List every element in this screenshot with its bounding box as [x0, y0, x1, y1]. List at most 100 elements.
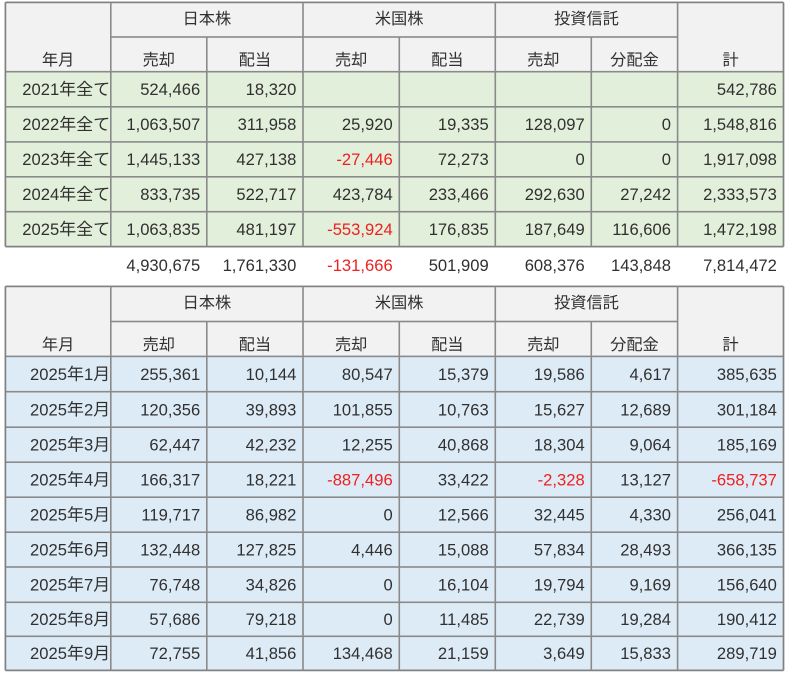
svg-text:1,761,330: 1,761,330	[223, 256, 297, 275]
svg-text:1,063,507: 1,063,507	[126, 115, 200, 134]
svg-text:128,097: 128,097	[525, 115, 585, 134]
svg-text:187,649: 187,649	[525, 220, 585, 239]
svg-text:9,169: 9,169	[629, 575, 671, 594]
svg-text:15,088: 15,088	[438, 540, 489, 559]
svg-text:1,548,816: 1,548,816	[703, 115, 777, 134]
svg-text:608,376: 608,376	[525, 256, 585, 275]
svg-text:423,784: 423,784	[333, 185, 393, 204]
svg-text:12,689: 12,689	[620, 400, 671, 419]
svg-text:1,445,133: 1,445,133	[126, 150, 200, 169]
svg-text:6: 6	[84, 540, 93, 559]
svg-text:86,982: 86,982	[246, 506, 297, 525]
svg-text:12,566: 12,566	[438, 506, 489, 525]
svg-text:2025: 2025	[30, 575, 67, 594]
svg-text:2025: 2025	[30, 610, 67, 629]
svg-text:1,472,198: 1,472,198	[703, 220, 777, 239]
svg-text:57,686: 57,686	[149, 610, 200, 629]
svg-text:7,814,472: 7,814,472	[703, 256, 777, 275]
svg-text:72,755: 72,755	[149, 644, 200, 663]
svg-text:0: 0	[383, 506, 392, 525]
svg-text:10,144: 10,144	[246, 365, 297, 384]
svg-text:11,485: 11,485	[439, 610, 489, 629]
svg-text:-27,446: -27,446	[336, 150, 392, 169]
svg-text:366,135: 366,135	[717, 540, 777, 559]
svg-text:40,868: 40,868	[438, 436, 489, 455]
svg-text:156,640: 156,640	[717, 575, 777, 594]
svg-text:4,930,675: 4,930,675	[126, 256, 200, 275]
svg-text:12,255: 12,255	[342, 436, 393, 455]
svg-text:18,304: 18,304	[534, 436, 585, 455]
svg-text:2025: 2025	[30, 644, 67, 663]
svg-text:2,333,573: 2,333,573	[703, 185, 777, 204]
svg-text:-2,328: -2,328	[538, 471, 585, 490]
svg-text:185,169: 185,169	[717, 436, 777, 455]
svg-text:15,833: 15,833	[620, 644, 671, 663]
svg-text:522,717: 522,717	[236, 185, 296, 204]
svg-text:190,412: 190,412	[717, 610, 777, 629]
svg-text:0: 0	[662, 115, 671, 134]
svg-text:501,909: 501,909	[429, 256, 489, 275]
svg-text:2025: 2025	[30, 540, 67, 559]
svg-text:25,920: 25,920	[342, 115, 393, 134]
svg-text:166,317: 166,317	[140, 471, 200, 490]
svg-text:134,468: 134,468	[333, 644, 393, 663]
svg-text:62,447: 62,447	[149, 436, 200, 455]
svg-text:233,466: 233,466	[429, 185, 489, 204]
svg-text:19,335: 19,335	[438, 115, 489, 134]
svg-text:34,826: 34,826	[246, 575, 297, 594]
svg-text:4: 4	[84, 471, 93, 490]
svg-text:120,356: 120,356	[140, 400, 200, 419]
svg-text:-131,666: -131,666	[327, 256, 393, 275]
svg-text:2023: 2023	[22, 150, 59, 169]
svg-text:127,825: 127,825	[236, 540, 296, 559]
svg-text:2025: 2025	[30, 400, 67, 419]
svg-text:9: 9	[84, 644, 93, 663]
svg-text:4,330: 4,330	[629, 506, 671, 525]
svg-text:16,104: 16,104	[438, 575, 489, 594]
svg-text:292,630: 292,630	[525, 185, 585, 204]
svg-text:27,242: 27,242	[620, 185, 671, 204]
svg-text:32,445: 32,445	[534, 506, 585, 525]
svg-text:33,422: 33,422	[438, 471, 489, 490]
svg-text:2025: 2025	[22, 220, 59, 239]
svg-text:-553,924: -553,924	[327, 220, 393, 239]
svg-text:41,856: 41,856	[246, 644, 297, 663]
svg-text:119,717: 119,717	[141, 506, 200, 525]
svg-text:524,466: 524,466	[140, 80, 200, 99]
svg-text:427,138: 427,138	[236, 150, 296, 169]
svg-text:0: 0	[575, 150, 584, 169]
svg-text:2024: 2024	[22, 185, 59, 204]
svg-text:0: 0	[383, 610, 392, 629]
svg-text:0: 0	[662, 150, 671, 169]
svg-text:4,617: 4,617	[629, 365, 671, 384]
svg-text:5: 5	[84, 506, 93, 525]
svg-text:132,448: 132,448	[140, 540, 200, 559]
svg-text:21,159: 21,159	[438, 644, 489, 663]
svg-text:143,848: 143,848	[611, 256, 671, 275]
svg-text:15,627: 15,627	[534, 400, 585, 419]
svg-text:2021: 2021	[22, 80, 59, 99]
svg-text:19,284: 19,284	[620, 610, 671, 629]
svg-text:18,320: 18,320	[246, 80, 297, 99]
svg-text:72,273: 72,273	[438, 150, 489, 169]
svg-text:3: 3	[84, 436, 93, 455]
svg-text:311,958: 311,958	[238, 115, 297, 134]
svg-text:176,835: 176,835	[429, 220, 489, 239]
svg-text:9,064: 9,064	[629, 436, 671, 455]
svg-text:57,834: 57,834	[534, 540, 585, 559]
svg-text:1,917,098: 1,917,098	[703, 150, 777, 169]
svg-text:833,735: 833,735	[140, 185, 200, 204]
svg-text:22,739: 22,739	[534, 610, 585, 629]
svg-text:2: 2	[84, 400, 93, 419]
svg-text:18,221: 18,221	[246, 471, 297, 490]
svg-text:3,649: 3,649	[543, 644, 585, 663]
svg-text:289,719: 289,719	[717, 644, 777, 663]
svg-text:2025: 2025	[30, 365, 67, 384]
svg-text:101,855: 101,855	[333, 400, 393, 419]
svg-text:1: 1	[84, 365, 93, 384]
svg-text:256,041: 256,041	[717, 506, 777, 525]
svg-text:4,446: 4,446	[351, 540, 393, 559]
svg-text:76,748: 76,748	[149, 575, 200, 594]
svg-text:28,493: 28,493	[620, 540, 671, 559]
svg-text:385,635: 385,635	[717, 365, 777, 384]
